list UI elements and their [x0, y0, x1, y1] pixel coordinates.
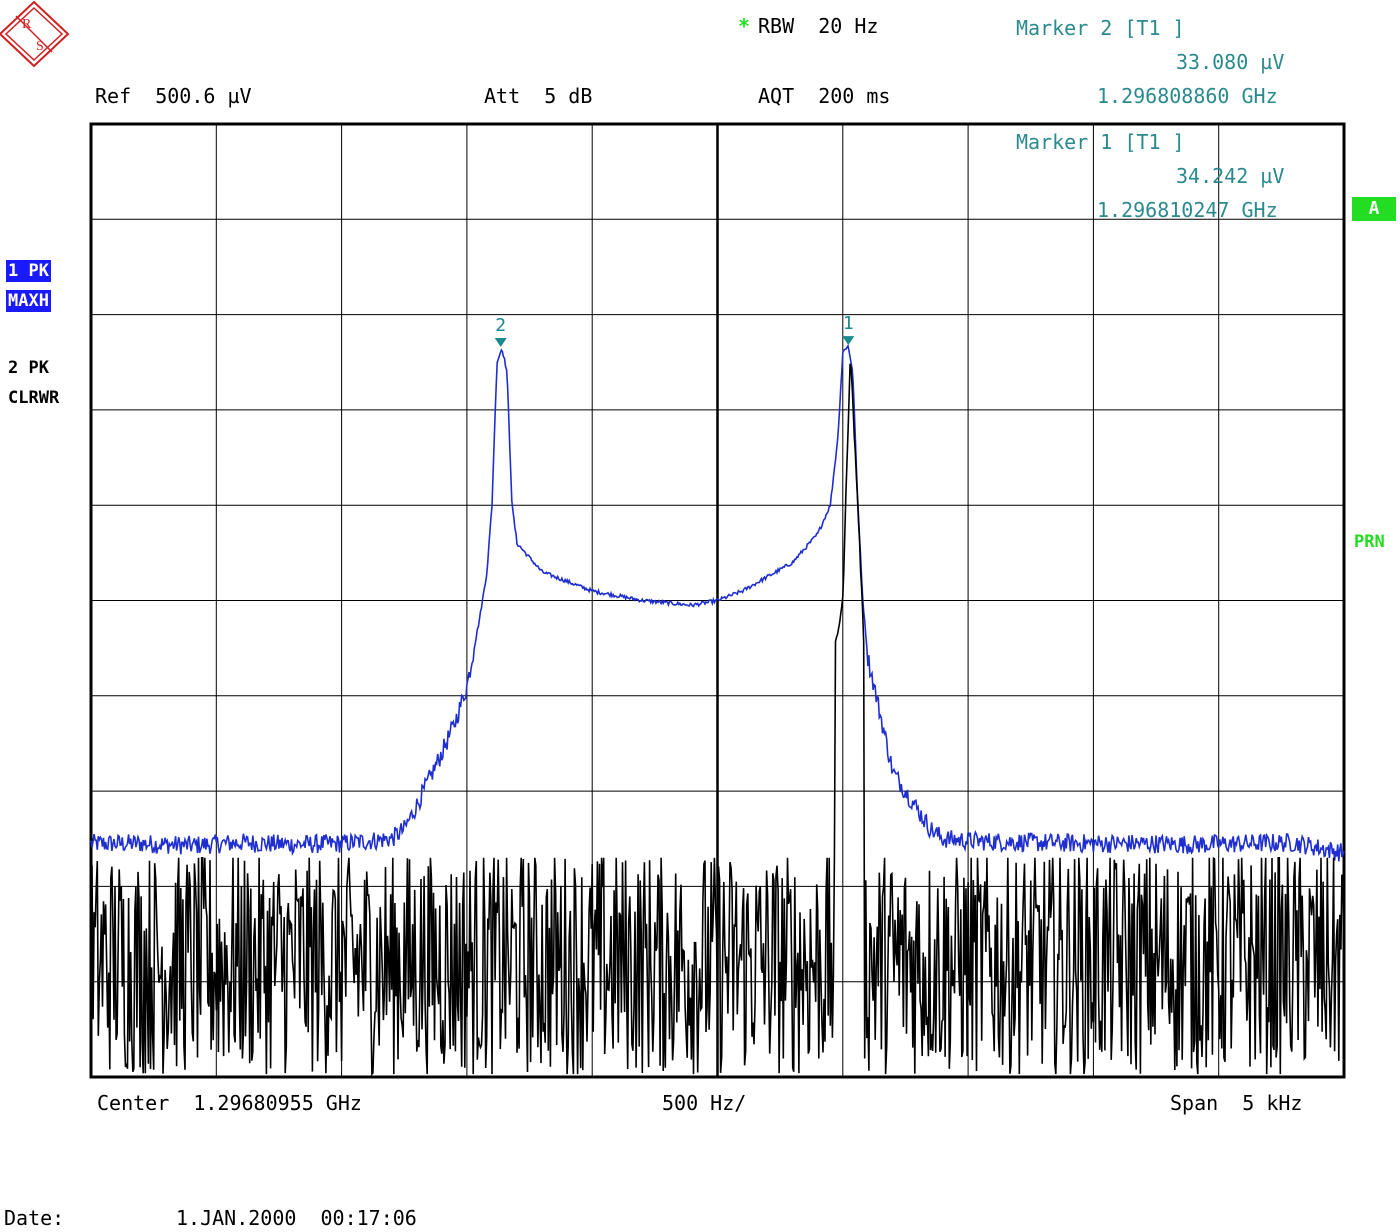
- svg-text:S: S: [36, 39, 44, 54]
- traces: [90, 343, 1345, 1077]
- marker-1-number: 1: [843, 313, 854, 334]
- date-label: Date:: [4, 1206, 65, 1230]
- rs-logo-icon: R S: [0, 0, 70, 68]
- ref-level: Ref 500.6 µV: [95, 84, 252, 108]
- marker-1-level: 34.242 µV: [1176, 164, 1285, 188]
- trace-2-line: [90, 363, 1345, 1077]
- trace-2-label-pk: 2 PK: [8, 358, 49, 378]
- marker-2-triangle: [494, 338, 507, 348]
- marker-1-freq: 1.296810247 GHz: [1097, 198, 1278, 222]
- rbw-readout: RBW 20 Hz: [758, 14, 879, 38]
- rbw-star: *: [738, 14, 751, 38]
- prn-indicator: PRN: [1354, 532, 1385, 552]
- marker-2-number: 2: [495, 315, 506, 336]
- trace-1-badge-maxh: MAXH: [6, 290, 51, 312]
- trace-2-label-clrwr: CLRWR: [8, 388, 60, 408]
- span-readout: Span 5 kHz: [1170, 1091, 1303, 1115]
- aqt-readout: AQT 200 ms: [758, 84, 891, 108]
- marker-2-freq: 1.296808860 GHz: [1097, 84, 1278, 108]
- division-scale: 500 Hz/: [662, 1091, 747, 1115]
- trace-a-indicator: A: [1352, 197, 1396, 221]
- date-value: 1.JAN.2000 00:17:06: [176, 1206, 417, 1230]
- marker-1-triangle: [842, 336, 855, 346]
- svg-text:R: R: [22, 17, 32, 32]
- trace-1-line: [90, 343, 1345, 862]
- center-frequency: Center 1.29680955 GHz: [97, 1091, 362, 1115]
- marker-2-level: 33.080 µV: [1176, 50, 1285, 74]
- trace-1-badge-pk: 1 PK: [6, 260, 51, 282]
- attenuation: Att 5 dB: [484, 84, 593, 108]
- marker-1-title: Marker 1 [T1 ]: [1016, 130, 1185, 154]
- marker-2-title: Marker 2 [T1 ]: [1016, 16, 1185, 40]
